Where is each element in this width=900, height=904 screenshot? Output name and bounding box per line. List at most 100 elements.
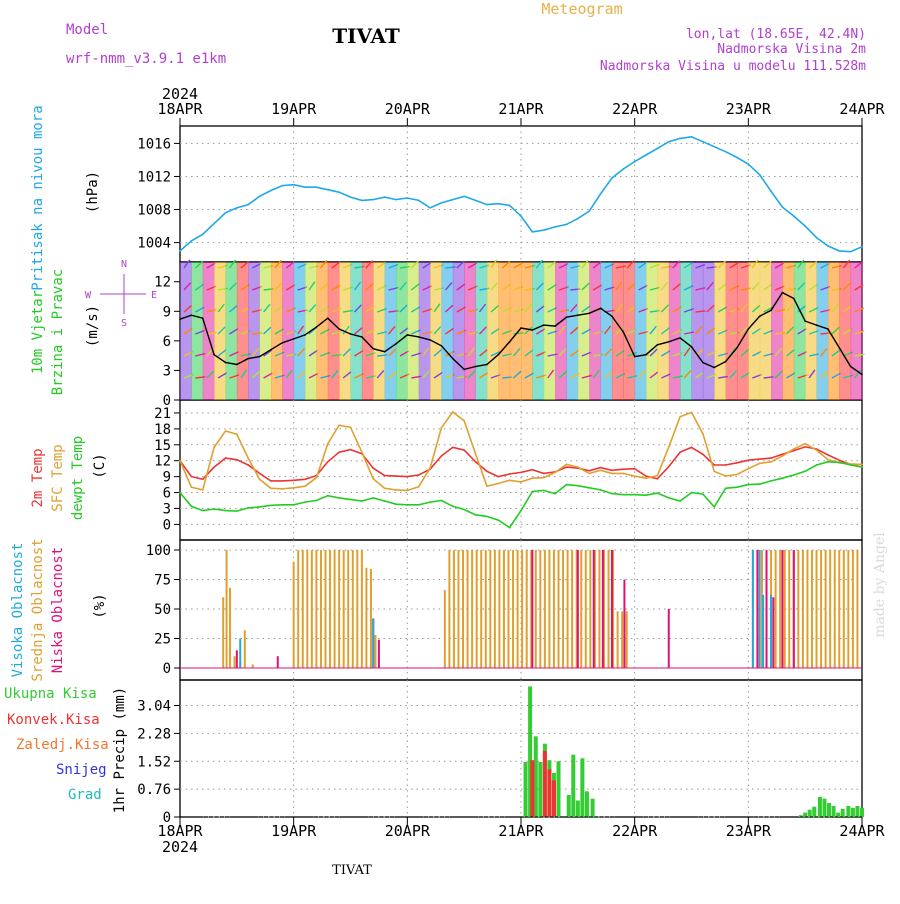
- data-point-pressure: [724, 150, 727, 153]
- data-point-temperature: [577, 466, 579, 468]
- wind-barb: [217, 372, 228, 379]
- data-point-temperature: [679, 415, 681, 418]
- data-point-temperature: [213, 446, 215, 449]
- wind-barb: [206, 370, 215, 379]
- wind-barb: [717, 260, 726, 269]
- compass-north: N: [121, 259, 127, 270]
- precip-bar: [566, 795, 571, 817]
- data-point-temperature: [542, 489, 545, 492]
- wind-barb: [297, 348, 305, 357]
- data-point-temperature: [383, 474, 386, 477]
- data-point-pressure: [247, 203, 249, 206]
- plot-layer: 18APR 18APR 19APR 19APR 20APR 20APR 21APR 21APR…: [10, 100, 886, 840]
- data-point-temperature: [622, 493, 625, 496]
- data-point-temperature: [281, 488, 284, 490]
- data-point-pressure: [486, 203, 488, 206]
- data-point-temperature: [236, 433, 238, 435]
- wind-barb: [422, 370, 431, 379]
- wind-barb: [240, 369, 248, 379]
- wind-barb: [513, 370, 522, 379]
- wind-barb: [763, 306, 773, 313]
- data-point-pressure: [531, 231, 534, 233]
- wind-color-band: [521, 262, 533, 400]
- wind-barb: [592, 261, 602, 269]
- data-point-temperature: [667, 446, 670, 448]
- wind-barb: [706, 304, 715, 313]
- data-point-pressure: [815, 236, 818, 239]
- data-point-pressure: [463, 195, 465, 198]
- data-point-temperature: [815, 449, 818, 451]
- wind-barb: [308, 281, 316, 291]
- wind-color-band: [623, 262, 636, 400]
- wind-color-band: [509, 262, 522, 400]
- data-point-pressure: [304, 186, 306, 189]
- wind-color-band: [680, 262, 692, 400]
- data-point-temperature: [326, 494, 329, 497]
- data-point-wind: [770, 309, 772, 312]
- wind-color-band: [418, 262, 431, 400]
- station-title: TIVAT: [332, 24, 400, 48]
- data-point-temperature: [440, 455, 443, 457]
- data-point-wind: [747, 328, 750, 330]
- data-point-temperature: [247, 464, 249, 466]
- wind-barb: [456, 260, 465, 269]
- wind-barb: [433, 326, 442, 335]
- data-point-temperature: [440, 499, 443, 502]
- meteogram-title: Meteogram: [541, 0, 622, 18]
- wind-barb: [206, 262, 216, 269]
- data-point-temperature: [190, 475, 193, 478]
- data-point-wind: [758, 315, 761, 318]
- data-point-temperature: [201, 478, 204, 481]
- wind-barb: [285, 284, 296, 291]
- y-tick-label-wind: 0: [163, 393, 171, 409]
- ylabel-cloud-name-3: Niska Oblacnost: [50, 547, 66, 673]
- data-point-pressure: [258, 195, 261, 198]
- wind-barb: [445, 350, 455, 357]
- data-point-temperature: [281, 480, 284, 482]
- data-point-temperature: [758, 462, 761, 465]
- wind-barb: [342, 371, 352, 379]
- wind-barb: [479, 372, 489, 379]
- data-point-pressure: [758, 174, 761, 176]
- compass-east: E: [151, 290, 157, 301]
- data-point-temperature: [349, 426, 352, 429]
- precip-bar: [575, 800, 580, 817]
- data-point-pressure: [270, 189, 272, 192]
- wind-barb: [467, 370, 476, 379]
- data-point-wind: [577, 314, 579, 317]
- x-tick-label-bottom: 23APR: [726, 822, 772, 840]
- data-point-temperature: [258, 478, 261, 481]
- wind-color-band: [805, 262, 818, 400]
- wind-color-band: [771, 262, 783, 400]
- data-point-temperature: [667, 465, 670, 468]
- data-point-temperature: [383, 487, 386, 490]
- wind-barb: [297, 371, 306, 379]
- wind-barb: [854, 369, 862, 379]
- precip-bar: [822, 798, 827, 817]
- y-tick-label-cloud: 75: [154, 573, 171, 589]
- data-point-wind: [429, 339, 431, 341]
- data-point-temperature: [224, 430, 227, 432]
- data-point-pressure: [861, 245, 863, 248]
- data-point-wind: [179, 318, 181, 320]
- x-tick-label-bottom: 21APR: [498, 822, 544, 840]
- precip-bar: [840, 808, 845, 817]
- data-point-temperature: [702, 453, 704, 456]
- data-point-temperature: [224, 509, 227, 512]
- data-point-temperature: [315, 499, 318, 502]
- wind-barb: [274, 328, 284, 335]
- wind-barb: [842, 259, 851, 269]
- wind-color-band: [532, 262, 545, 400]
- data-point-pressure: [338, 191, 340, 193]
- wind-color-band: [327, 262, 340, 400]
- ylabel-precip: 1hr Precip (mm): [112, 687, 128, 813]
- data-point-pressure: [542, 229, 545, 231]
- data-point-temperature: [793, 448, 795, 450]
- data-point-temperature: [747, 459, 750, 461]
- wind-barb: [649, 325, 657, 335]
- data-point-temperature: [281, 503, 284, 506]
- precip-bar: [533, 736, 538, 817]
- wind-color-band: [214, 262, 226, 400]
- wind-barb: [274, 282, 283, 291]
- data-point-pressure: [713, 145, 716, 148]
